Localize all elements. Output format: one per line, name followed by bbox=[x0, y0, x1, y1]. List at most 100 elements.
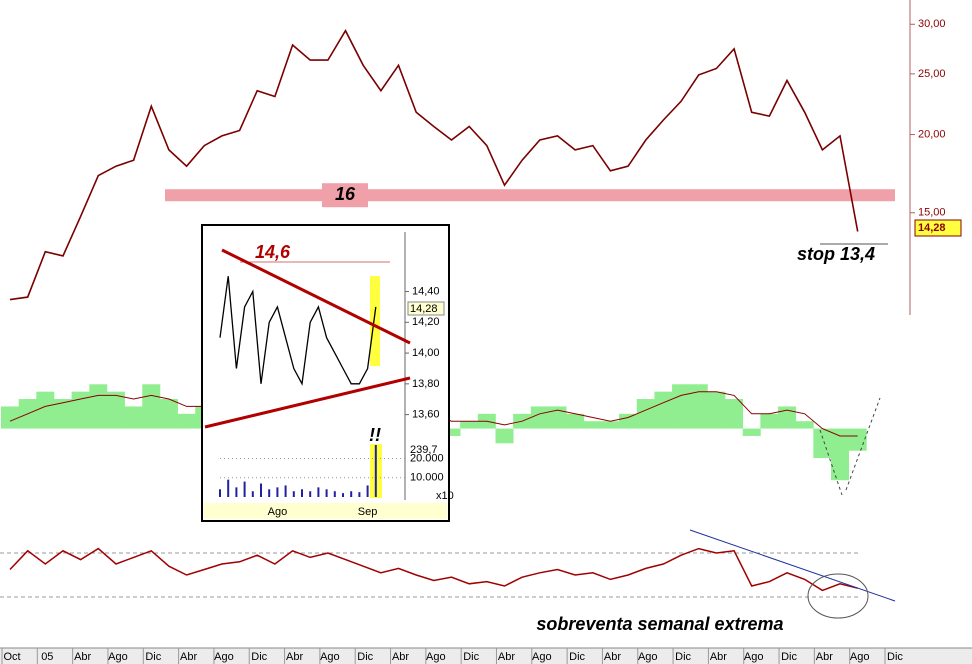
volume-bar bbox=[366, 485, 369, 497]
osc-bar bbox=[530, 406, 549, 429]
volume-bar bbox=[276, 487, 279, 497]
x-tick-label: Dic bbox=[251, 651, 267, 663]
x-tick-label: Ago bbox=[744, 651, 764, 663]
osc-bar bbox=[53, 399, 72, 429]
arrows bbox=[819, 397, 881, 496]
x-tick-label: Abr bbox=[498, 651, 515, 663]
x-tick-label: Ago bbox=[426, 651, 446, 663]
osc-bar bbox=[442, 428, 461, 436]
y-tick-label: 13,60 bbox=[412, 409, 440, 421]
last-label: 14,28 bbox=[410, 303, 438, 315]
y-tick-label: 20.000 bbox=[410, 452, 444, 464]
volume-bar bbox=[317, 487, 320, 497]
x-tick-label: Oct bbox=[3, 651, 20, 663]
volume-bar bbox=[243, 481, 246, 497]
x-tick-label: Ago bbox=[108, 651, 128, 663]
last-label: 14,28 bbox=[918, 222, 946, 234]
osc-bar bbox=[495, 428, 514, 444]
x-tick-label: Abr bbox=[710, 651, 727, 663]
volume-bar bbox=[268, 489, 271, 497]
x-tick-label: Abr bbox=[392, 651, 409, 663]
osc-bar bbox=[71, 391, 90, 429]
osc-bar bbox=[725, 399, 744, 429]
highlight-ellipse bbox=[807, 573, 869, 619]
osc-bar bbox=[619, 413, 638, 429]
osc-bar bbox=[760, 413, 779, 429]
osc-bar bbox=[672, 384, 691, 429]
x-tick-label: Ago bbox=[638, 651, 658, 663]
volume-bar bbox=[235, 487, 238, 497]
y-tick-label: 14,20 bbox=[412, 316, 440, 328]
x-tick-label: Ago bbox=[214, 651, 234, 663]
volume-bar bbox=[358, 492, 361, 497]
support-band bbox=[165, 189, 895, 202]
triangle-upper bbox=[221, 248, 411, 345]
stop-annotation: stop 13,4 bbox=[797, 244, 875, 264]
y-tick-label: 14,00 bbox=[412, 347, 440, 359]
volume-bar bbox=[325, 489, 328, 497]
volume-unit: x10 bbox=[436, 490, 454, 502]
y-tick-label: 13,80 bbox=[412, 378, 440, 390]
volume-bar bbox=[284, 485, 287, 497]
volume-bar bbox=[333, 491, 336, 497]
x-tick-label: Dic bbox=[675, 651, 691, 663]
volume-bar bbox=[219, 489, 221, 497]
x-tick-label: Abr bbox=[286, 651, 303, 663]
volume-bar bbox=[374, 445, 377, 497]
osc-bar bbox=[778, 406, 797, 429]
volume-bar bbox=[342, 493, 344, 497]
y-tick-label: 30,00 bbox=[918, 18, 946, 30]
volume-bar bbox=[227, 479, 230, 497]
x-tick-label: Ago bbox=[320, 651, 340, 663]
osc-bar bbox=[566, 413, 585, 429]
volume-top-label: 239,7 bbox=[410, 444, 438, 456]
osc-bar bbox=[636, 399, 655, 429]
volume-bar bbox=[251, 491, 254, 497]
osc-bar bbox=[124, 406, 143, 429]
volume-bar bbox=[292, 491, 295, 497]
osc-bar bbox=[848, 428, 867, 451]
x-tick-label: Dic bbox=[145, 651, 161, 663]
volume-bar bbox=[309, 491, 312, 497]
last-tag-bg bbox=[914, 219, 962, 237]
x-tick-label: Abr bbox=[604, 651, 621, 663]
rsi-annotation: sobreventa semanal extrema bbox=[536, 614, 783, 634]
osc-bar bbox=[177, 413, 196, 429]
x-tick-label: Dic bbox=[463, 651, 479, 663]
osc-bar bbox=[831, 428, 850, 481]
support-tag-bg bbox=[322, 183, 368, 208]
support-label: 16 bbox=[335, 184, 356, 204]
osc-bar bbox=[654, 391, 673, 429]
last-tag-bg bbox=[407, 301, 445, 316]
osc-bar bbox=[601, 421, 620, 429]
x-tick-label: 05 bbox=[41, 651, 53, 663]
x-tick-label: Dic bbox=[569, 651, 585, 663]
y-tick-label: 10.000 bbox=[410, 472, 444, 484]
y-tick-label: 20,00 bbox=[918, 128, 946, 140]
trend-line bbox=[689, 529, 896, 602]
osc-bar bbox=[36, 391, 55, 429]
osc-bar bbox=[742, 428, 761, 436]
triangle-lower bbox=[204, 376, 411, 429]
highlight bbox=[370, 276, 380, 366]
x-tick-label: Dic bbox=[357, 651, 373, 663]
x-tick-label: Ago bbox=[850, 651, 870, 663]
osc-bar bbox=[89, 384, 108, 429]
osc-bar bbox=[548, 406, 567, 429]
inset-frame bbox=[201, 224, 450, 522]
osc-bar bbox=[159, 399, 178, 429]
x-tick-label: Abr bbox=[74, 651, 91, 663]
y-tick-label: 15,00 bbox=[918, 207, 946, 219]
line-series bbox=[9, 547, 858, 592]
osc-bar bbox=[583, 421, 602, 429]
resistance-label: 14,6 bbox=[255, 242, 291, 262]
osc-bar bbox=[142, 384, 161, 429]
osc-bar bbox=[1, 406, 19, 429]
x-tick-label: Dic bbox=[781, 651, 797, 663]
x-tick-label: Ago bbox=[268, 506, 288, 518]
osc-bar bbox=[460, 421, 479, 429]
line-series bbox=[219, 276, 377, 386]
y-tick-label: 25,00 bbox=[918, 68, 946, 80]
osc-bar bbox=[795, 421, 814, 429]
